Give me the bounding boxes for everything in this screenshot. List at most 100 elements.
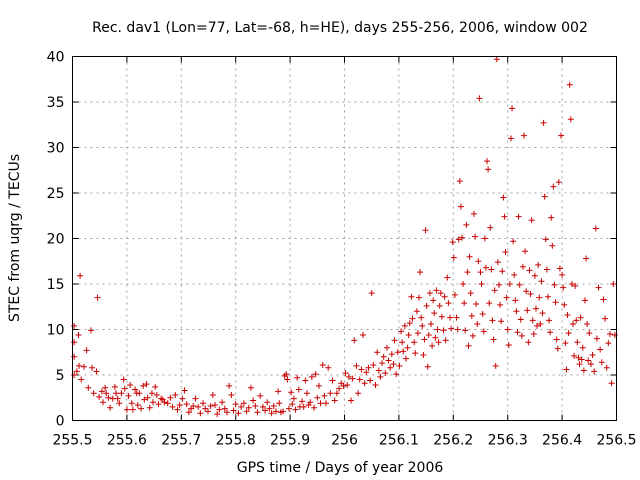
data-point: [592, 225, 599, 232]
data-point: [554, 345, 561, 352]
data-point: [412, 350, 419, 357]
data-point: [534, 322, 541, 329]
data-point: [176, 402, 183, 409]
data-point: [311, 404, 318, 411]
data-point: [143, 381, 150, 388]
data-point: [505, 341, 512, 348]
data-point: [266, 405, 273, 412]
data-point: [606, 331, 613, 338]
data-point: [226, 382, 233, 389]
data-point: [138, 405, 145, 412]
data-point: [375, 367, 382, 374]
data-point: [546, 317, 553, 324]
data-point: [262, 407, 269, 414]
data-point: [348, 397, 355, 404]
data-point: [425, 331, 432, 338]
data-point: [90, 390, 97, 397]
data-point: [573, 317, 580, 324]
data-point: [438, 313, 445, 320]
data-point: [299, 398, 306, 405]
data-point: [351, 337, 358, 344]
x-tick-label: 256.2: [433, 433, 473, 449]
data-point: [586, 330, 593, 337]
data-point: [292, 406, 299, 413]
data-point: [98, 388, 105, 395]
data-point: [527, 291, 534, 298]
data-point: [254, 409, 261, 416]
data-point: [512, 297, 519, 304]
data-point: [603, 364, 610, 371]
data-point: [223, 409, 230, 416]
data-point: [321, 392, 328, 399]
data-point: [94, 294, 101, 301]
data-point: [275, 388, 282, 395]
data-point: [424, 363, 431, 370]
y-tick-label: 25: [47, 186, 65, 202]
data-point: [127, 382, 134, 389]
data-point: [372, 382, 379, 389]
data-point: [447, 314, 454, 321]
data-point: [238, 403, 245, 410]
y-axis-title: STEC from uqrg / TECUs: [7, 154, 23, 322]
grid-lines: [72, 56, 617, 421]
data-point: [551, 281, 558, 288]
data-point: [359, 331, 366, 338]
data-point: [179, 395, 186, 402]
data-point: [340, 382, 347, 389]
data-point: [197, 410, 204, 417]
data-point: [247, 384, 254, 391]
data-point: [87, 327, 94, 334]
data-point: [499, 268, 506, 275]
data-point: [349, 375, 356, 382]
data-point: [146, 404, 153, 411]
data-point: [474, 321, 481, 328]
data-point: [329, 377, 336, 384]
data-point: [610, 281, 617, 287]
data-point: [547, 329, 554, 336]
data-point: [528, 217, 535, 224]
x-axis-title: GPS time / Days of year 2006: [237, 460, 444, 476]
data-point: [518, 332, 525, 339]
data-point: [401, 322, 408, 329]
data-point: [531, 272, 538, 279]
data-point: [577, 314, 584, 321]
data-point: [243, 408, 250, 415]
data-point: [435, 339, 442, 346]
data-point: [80, 363, 87, 370]
data-point: [579, 344, 586, 351]
tick-labels: 255.5 255.6 255.7 255.8 255.9 256 256.1 256.2 25…: [47, 50, 637, 449]
data-point: [542, 236, 549, 243]
data-point: [300, 403, 307, 410]
data-point: [174, 406, 181, 413]
data-point: [398, 328, 405, 335]
data-point: [480, 328, 487, 335]
data-point: [552, 299, 559, 306]
data-point: [374, 349, 381, 356]
data-point: [500, 194, 507, 201]
data-point: [393, 371, 400, 378]
data-point: [283, 371, 290, 378]
data-point: [566, 81, 573, 88]
x-tick-label: 255.9: [270, 433, 310, 449]
data-point: [477, 269, 484, 276]
data-point: [540, 119, 547, 126]
data-point: [368, 290, 375, 297]
data-point: [457, 203, 464, 210]
data-point: [216, 406, 223, 413]
data-point: [96, 393, 103, 400]
data-point: [442, 337, 449, 344]
data-point: [444, 274, 451, 281]
data-point: [515, 213, 522, 220]
data-point: [522, 248, 529, 255]
data-point: [204, 408, 211, 415]
data-point: [116, 400, 123, 407]
data-point: [232, 401, 239, 408]
data-point: [161, 399, 168, 406]
data-point: [230, 407, 237, 414]
data-point: [132, 386, 139, 393]
x-tick-label: 256: [331, 433, 358, 449]
data-point: [307, 399, 314, 406]
data-point: [510, 238, 517, 245]
x-tick-label: 255.8: [216, 433, 256, 449]
data-point: [312, 371, 319, 378]
